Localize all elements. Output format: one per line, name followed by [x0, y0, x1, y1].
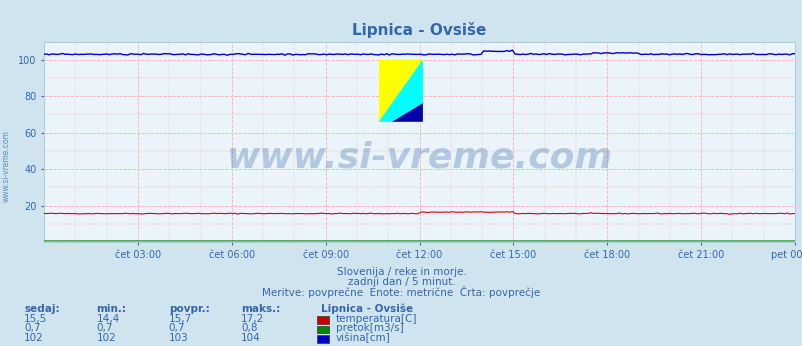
Text: 103: 103 — [168, 333, 188, 343]
Text: temperatura[C]: temperatura[C] — [335, 314, 416, 324]
Text: zadnji dan / 5 minut.: zadnji dan / 5 minut. — [347, 277, 455, 288]
Text: www.si-vreme.com: www.si-vreme.com — [2, 130, 11, 202]
Text: 0,7: 0,7 — [168, 324, 185, 334]
Text: 15,7: 15,7 — [168, 314, 192, 324]
Text: 102: 102 — [96, 333, 116, 343]
Text: pretok[m3/s]: pretok[m3/s] — [335, 324, 403, 334]
Text: sedaj:: sedaj: — [24, 304, 59, 314]
Text: Lipnica - Ovsiše: Lipnica - Ovsiše — [321, 303, 413, 314]
Text: 102: 102 — [24, 333, 44, 343]
Text: Meritve: povprečne  Enote: metrične  Črta: povprečje: Meritve: povprečne Enote: metrične Črta:… — [262, 286, 540, 298]
Text: povpr.:: povpr.: — [168, 304, 209, 314]
Text: 0,7: 0,7 — [24, 324, 41, 334]
Text: 14,4: 14,4 — [96, 314, 119, 324]
Text: www.si-vreme.com: www.si-vreme.com — [226, 141, 612, 175]
Text: Slovenija / reke in morje.: Slovenija / reke in morje. — [336, 267, 466, 277]
Polygon shape — [379, 60, 423, 122]
Text: 15,5: 15,5 — [24, 314, 47, 324]
Polygon shape — [391, 103, 423, 122]
Text: 17,2: 17,2 — [241, 314, 264, 324]
Text: min.:: min.: — [96, 304, 126, 314]
Text: maks.:: maks.: — [241, 304, 280, 314]
Polygon shape — [379, 60, 423, 122]
Text: 0,8: 0,8 — [241, 324, 257, 334]
Text: 0,7: 0,7 — [96, 324, 113, 334]
Text: 104: 104 — [241, 333, 261, 343]
Title: Lipnica - Ovsiše: Lipnica - Ovsiše — [352, 21, 486, 38]
Text: višina[cm]: višina[cm] — [335, 333, 390, 343]
